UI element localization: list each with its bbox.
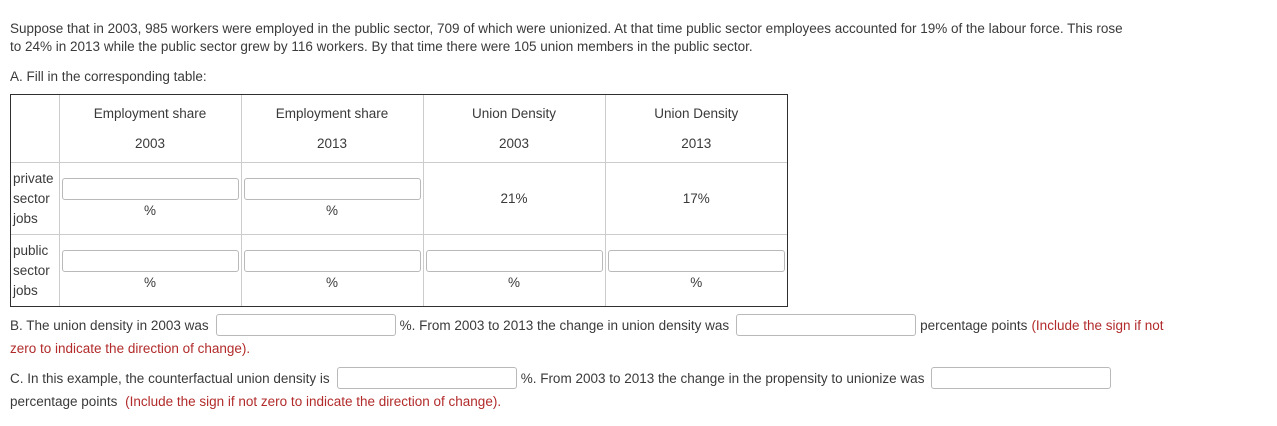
- cell-private-emp-share-2013: %: [240, 162, 424, 235]
- table-header-union-density-2013: Union Density 2013: [604, 95, 787, 163]
- question-b-text-1: B. The union density in 2003 was: [10, 317, 209, 333]
- static-value-17: 17%: [682, 190, 710, 206]
- cell-public-emp-share-2003: %: [58, 234, 242, 306]
- input-with-percent: %: [242, 178, 423, 219]
- question-c-text-3: percentage points: [10, 394, 118, 409]
- input-private-emp-share-2013[interactable]: [243, 178, 421, 200]
- header-title: Employment share: [275, 105, 389, 121]
- question-c-line1: C. In this example, the counterfactual u…: [10, 366, 1267, 390]
- percent-suffix: %: [325, 275, 338, 290]
- question-b-red-instruction-part2: zero to indicate the direction of change…: [10, 341, 251, 356]
- table-header-union-density-2003: Union Density 2003: [422, 95, 606, 163]
- input-union-density-2003[interactable]: [215, 314, 396, 336]
- input-propensity-change[interactable]: [931, 367, 1112, 389]
- input-public-union-density-2003[interactable]: [425, 250, 603, 272]
- input-union-density-change[interactable]: [736, 314, 917, 336]
- problem-statement-line1: Suppose that in 2003, 985 workers were e…: [10, 21, 1123, 36]
- input-with-percent: %: [60, 250, 241, 291]
- question-c: C. In this example, the counterfactual u…: [10, 366, 1267, 410]
- percent-suffix: %: [143, 275, 156, 290]
- header-year: 2003: [498, 135, 530, 151]
- row-label-public-sector-jobs: public sector jobs: [11, 234, 60, 306]
- question-c-text-2: %. From 2003 to 2013 the change in the p…: [520, 370, 925, 386]
- cell-public-union-density-2013: %: [604, 234, 788, 306]
- input-with-percent: %: [606, 250, 788, 291]
- answer-table-container: Employment share 2003 Employment share 2…: [10, 94, 788, 307]
- table-header-row: Employment share 2003 Employment share 2…: [11, 95, 787, 163]
- header-title: Union Density: [654, 105, 739, 121]
- cell-private-emp-share-2003: %: [58, 162, 242, 235]
- question-b: B. The union density in 2003 was %. From…: [10, 313, 1267, 357]
- table-row-public-sector: public sector jobs % % %: [11, 234, 788, 306]
- question-b-text-2: %. From 2003 to 2013 the change in union…: [399, 317, 730, 333]
- header-year: 2013: [681, 135, 712, 151]
- input-public-emp-share-2013[interactable]: [243, 250, 421, 272]
- problem-statement-line2: to 24% in 2013 while the public sector g…: [10, 39, 753, 54]
- cell-private-union-density-2013: 17%: [604, 162, 787, 235]
- cell-public-emp-share-2013: %: [240, 234, 424, 306]
- table-row-private-sector: private sector jobs % % 21%: [11, 162, 787, 235]
- cell-public-union-density-2003: %: [422, 234, 606, 306]
- answer-table: Employment share 2003 Employment share 2…: [11, 95, 787, 306]
- question-page: Suppose that in 2003, 985 workers were e…: [10, 20, 1267, 410]
- input-counterfactual-union-density[interactable]: [336, 367, 517, 389]
- row-label-private-sector-jobs: private sector jobs: [11, 162, 60, 235]
- input-with-percent: %: [424, 250, 605, 291]
- problem-statement: Suppose that in 2003, 985 workers were e…: [10, 20, 1267, 56]
- question-c-line2: percentage points (Include the sign if n…: [10, 394, 1267, 410]
- percent-suffix: %: [325, 203, 338, 218]
- question-c-text-1: C. In this example, the counterfactual u…: [10, 370, 330, 386]
- table-corner-cell: [11, 95, 60, 163]
- input-with-percent: %: [242, 250, 423, 291]
- header-year: 2003: [134, 135, 166, 151]
- question-b-line1: B. The union density in 2003 was %. From…: [10, 313, 1267, 337]
- input-public-union-density-2013[interactable]: [607, 250, 785, 272]
- percent-suffix: %: [143, 203, 156, 218]
- header-title: Union Density: [471, 105, 557, 121]
- table-header-employment-share-2013: Employment share 2013: [240, 95, 424, 163]
- header-year: 2013: [316, 135, 348, 151]
- input-public-emp-share-2003[interactable]: [61, 250, 239, 272]
- percent-suffix: %: [507, 275, 520, 290]
- input-private-emp-share-2003[interactable]: [61, 178, 239, 200]
- static-value-21: 21%: [500, 190, 528, 206]
- question-c-red-instruction: (Include the sign if not zero to indicat…: [125, 394, 502, 409]
- question-b-red-instruction-part1: (Include the sign if not: [1031, 317, 1164, 333]
- section-a-heading: A. Fill in the corresponding table:: [10, 69, 207, 84]
- question-b-text-3: percentage points: [920, 317, 1028, 333]
- percent-suffix: %: [690, 275, 703, 290]
- header-title: Employment share: [93, 105, 207, 121]
- input-with-percent: %: [60, 178, 241, 219]
- cell-private-union-density-2003: 21%: [422, 162, 606, 235]
- table-header-employment-share-2003: Employment share 2003: [58, 95, 242, 163]
